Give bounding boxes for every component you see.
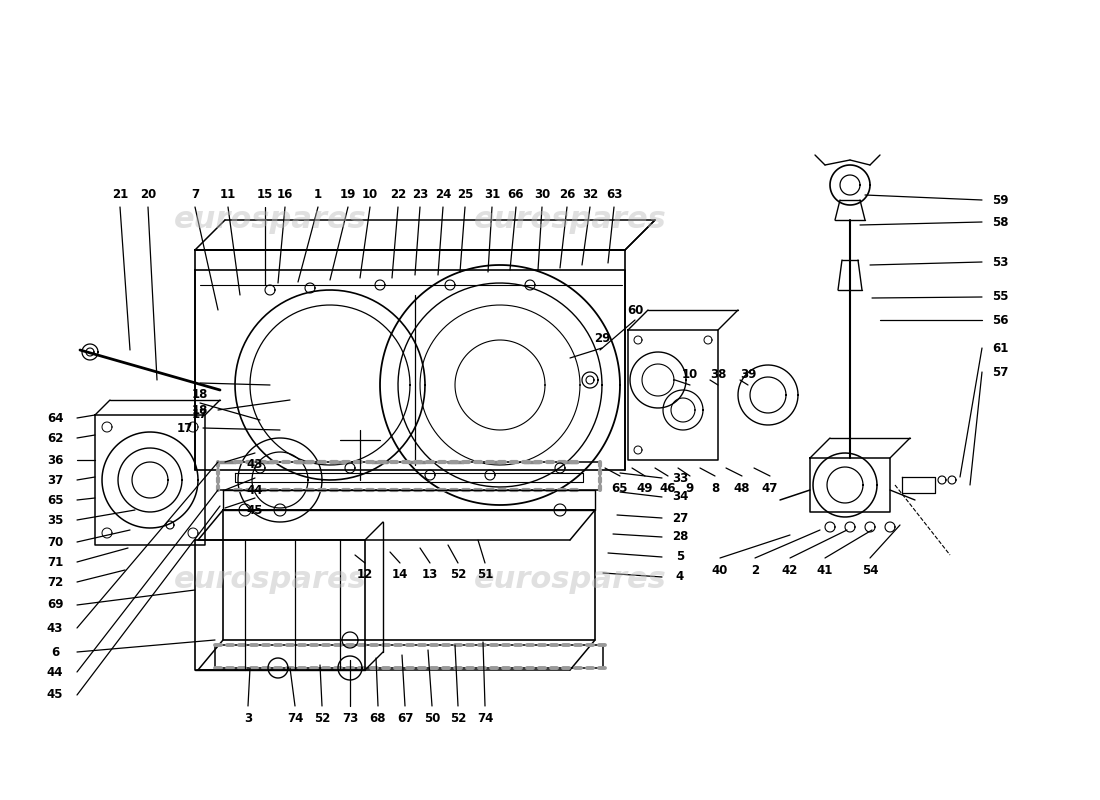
Text: 57: 57: [992, 366, 1009, 378]
Text: 10: 10: [682, 369, 698, 382]
Text: 37: 37: [47, 474, 63, 486]
Text: 72: 72: [47, 575, 63, 589]
Text: 74: 74: [287, 711, 304, 725]
Text: 31: 31: [484, 189, 500, 202]
Text: 10: 10: [362, 189, 378, 202]
Text: 35: 35: [47, 514, 63, 526]
Text: 59: 59: [992, 194, 1009, 206]
Text: 61: 61: [992, 342, 1009, 354]
Text: 67: 67: [397, 711, 414, 725]
Text: 7: 7: [191, 189, 199, 202]
Text: 21: 21: [112, 189, 128, 202]
Text: 24: 24: [434, 189, 451, 202]
Text: 63: 63: [606, 189, 623, 202]
Text: 51: 51: [476, 569, 493, 582]
Text: 70: 70: [47, 535, 63, 549]
Text: 60: 60: [627, 303, 644, 317]
Text: 15: 15: [256, 189, 273, 202]
Text: 11: 11: [220, 189, 236, 202]
Text: 58: 58: [992, 215, 1009, 229]
Text: 25: 25: [456, 189, 473, 202]
Text: eurospares: eurospares: [174, 566, 366, 594]
Text: 39: 39: [740, 369, 756, 382]
Text: 65: 65: [612, 482, 628, 494]
Text: 17: 17: [191, 409, 208, 422]
Text: 69: 69: [46, 598, 64, 611]
Text: 42: 42: [782, 563, 799, 577]
Text: 48: 48: [734, 482, 750, 494]
Text: 52: 52: [450, 711, 466, 725]
Text: 14: 14: [392, 569, 408, 582]
Text: 6: 6: [51, 646, 59, 658]
Text: 8: 8: [711, 482, 719, 494]
Text: 32: 32: [582, 189, 598, 202]
Text: 74: 74: [476, 711, 493, 725]
Text: 46: 46: [660, 482, 676, 494]
Text: 56: 56: [992, 314, 1009, 326]
Text: 49: 49: [637, 482, 653, 494]
Text: 62: 62: [47, 431, 63, 445]
Text: 1: 1: [314, 189, 322, 202]
Text: 2: 2: [751, 563, 759, 577]
Text: 53: 53: [992, 255, 1009, 269]
Text: 38: 38: [710, 369, 726, 382]
Text: 47: 47: [762, 482, 778, 494]
Text: 3: 3: [244, 711, 252, 725]
Text: 73: 73: [342, 711, 359, 725]
Text: 33: 33: [672, 471, 689, 485]
Text: 17: 17: [177, 422, 194, 434]
Text: 45: 45: [46, 689, 64, 702]
Text: 34: 34: [672, 490, 689, 503]
Text: 4: 4: [675, 570, 684, 583]
Text: eurospares: eurospares: [474, 206, 667, 234]
Text: 52: 52: [450, 569, 466, 582]
Text: 36: 36: [47, 454, 63, 466]
Text: 41: 41: [817, 563, 833, 577]
Text: 9: 9: [686, 482, 694, 494]
Text: 52: 52: [314, 711, 330, 725]
Text: 64: 64: [46, 411, 64, 425]
Text: 29: 29: [594, 331, 610, 345]
Text: 68: 68: [370, 711, 386, 725]
Text: 71: 71: [47, 555, 63, 569]
Text: 26: 26: [559, 189, 575, 202]
Text: 65: 65: [46, 494, 64, 506]
Text: 54: 54: [861, 563, 878, 577]
Text: 16: 16: [277, 189, 294, 202]
Text: 18: 18: [191, 403, 208, 417]
Text: 44: 44: [46, 666, 64, 678]
Text: 23: 23: [411, 189, 428, 202]
Text: 30: 30: [534, 189, 550, 202]
Text: 27: 27: [672, 511, 689, 525]
Text: 50: 50: [424, 711, 440, 725]
Text: 19: 19: [340, 189, 356, 202]
Text: 13: 13: [422, 569, 438, 582]
Text: eurospares: eurospares: [474, 566, 667, 594]
Text: 28: 28: [672, 530, 689, 543]
Text: 12: 12: [356, 569, 373, 582]
Text: 22: 22: [389, 189, 406, 202]
Text: 43: 43: [47, 622, 63, 634]
Text: 40: 40: [712, 563, 728, 577]
Text: 43: 43: [246, 458, 263, 471]
Text: 20: 20: [140, 189, 156, 202]
Text: 18: 18: [191, 389, 208, 402]
Text: 55: 55: [992, 290, 1009, 303]
Text: 5: 5: [675, 550, 684, 563]
Text: 44: 44: [246, 483, 263, 497]
Text: 66: 66: [508, 189, 525, 202]
Text: eurospares: eurospares: [174, 206, 366, 234]
Text: 45: 45: [246, 503, 263, 517]
